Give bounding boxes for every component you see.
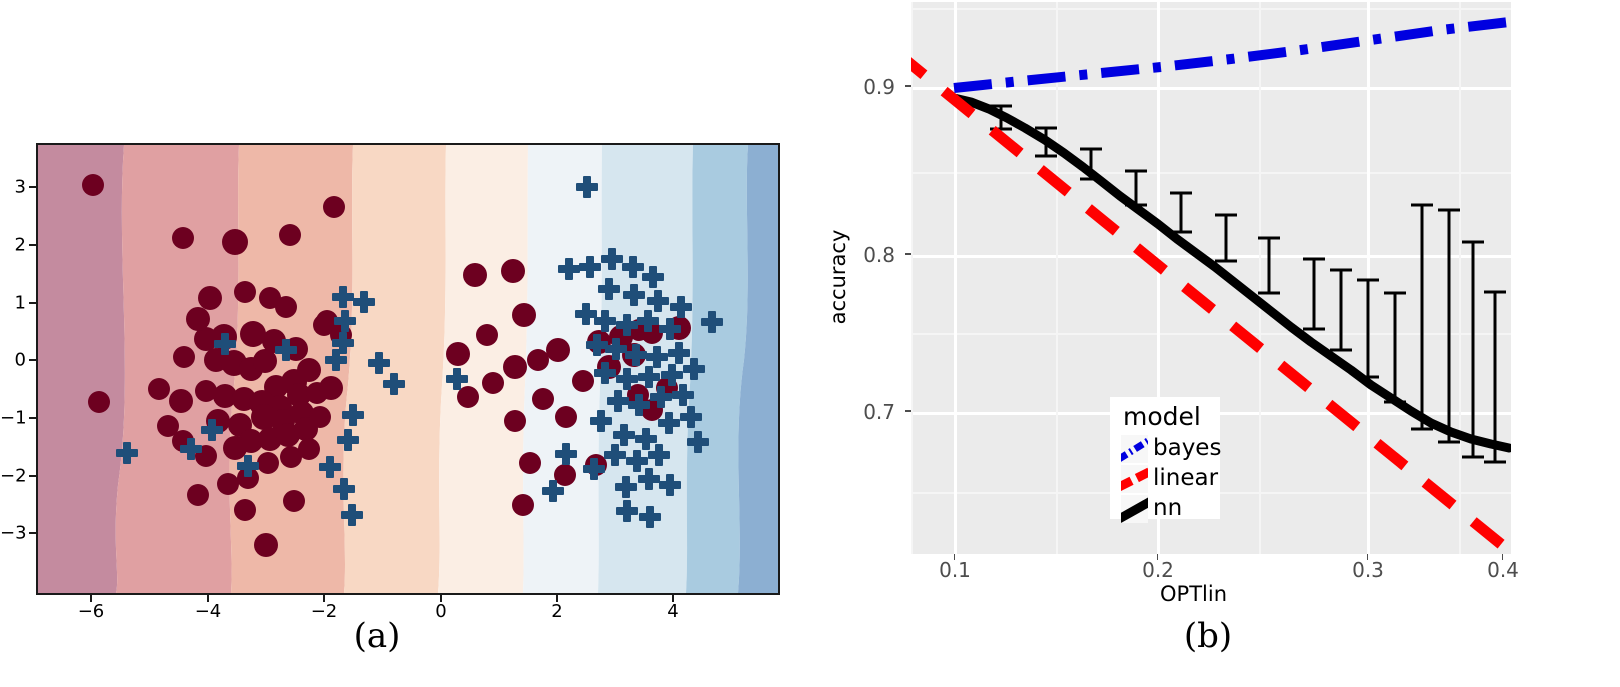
panel-b-xtickmark — [1157, 554, 1158, 560]
panel-b-xtick-0p1: 0.1 — [939, 558, 971, 582]
panel-a-xtick-4: 2 — [551, 601, 563, 622]
series-linear-line — [911, 57, 1511, 554]
panel-b-ytick-0p7: 0.7 — [863, 400, 895, 424]
panel-a-ytickmark — [29, 475, 36, 477]
panel-b-xtick-0p3: 0.3 — [1352, 558, 1384, 582]
panel-a-xtickmark — [207, 595, 209, 602]
panel-a-xtickmark — [90, 595, 92, 602]
legend-label-nn: nn — [1153, 495, 1183, 521]
legend-label-bayes: bayes — [1153, 435, 1222, 461]
panel-b-xtick-0p2: 0.2 — [1142, 558, 1174, 582]
gridline-minor-h — [911, 333, 1511, 335]
gridline-major-h-0p9 — [911, 87, 1511, 90]
panel-a-ytick-5: −2 — [0, 465, 27, 487]
panel-b-xtickmark — [954, 554, 955, 560]
legend-label-linear: linear — [1153, 465, 1219, 491]
gridline-major-v-0p1 — [954, 2, 957, 554]
panel-a-ytickmark — [29, 302, 36, 304]
panel-a-xtick-0: −6 — [77, 601, 105, 622]
panel-a-xtickmark — [323, 595, 325, 602]
panel-a-xtickmark — [672, 595, 674, 602]
legend-key-nn-icon — [1121, 495, 1148, 523]
panel-b-ytickmark — [905, 410, 911, 412]
panel-b-xtickmark — [1502, 554, 1503, 560]
panel-a-ytick-1: 2 — [14, 234, 26, 256]
panel-b-ytick-0p8: 0.8 — [863, 243, 895, 267]
legend-key-bayes-icon — [1121, 435, 1148, 463]
gridline-major-v-0p2 — [1157, 2, 1160, 554]
panel-a-ytick-6: −3 — [0, 522, 27, 544]
panel-b-ytickmark — [905, 85, 911, 87]
legend-key-linear-icon — [1121, 465, 1148, 493]
gridline-major-h-0p8 — [911, 255, 1511, 258]
panel-b-xtickmark — [1367, 554, 1368, 560]
panel-a-xtickmark — [556, 595, 558, 602]
panel-b-xtick-0p4: 0.4 — [1487, 558, 1519, 582]
panel-a-ytick-4: −1 — [0, 407, 27, 429]
panel-a-caption: (a) — [353, 616, 401, 656]
panel-a-xtick-5: 4 — [667, 601, 679, 622]
panel-a-ytickmark — [29, 359, 36, 361]
gridline-minor-h — [911, 8, 1511, 10]
panel-a-xtickmark — [440, 595, 442, 602]
panel-b-ytickmark — [905, 253, 911, 255]
gridline-minor-v — [1459, 2, 1461, 554]
legend-item-bayes[interactable]: bayes — [1121, 435, 1221, 463]
panel-a-ytick-3: 0 — [14, 349, 26, 371]
panel-a-ytickmark — [29, 532, 36, 534]
panel-a-plot-area — [36, 143, 780, 595]
legend-title: model — [1123, 402, 1201, 431]
gridline-minor-h — [911, 172, 1511, 174]
gridline-minor-v — [1259, 2, 1261, 554]
panel-b-yaxis-title: accuracy — [826, 229, 850, 325]
panel-a-ytickmark — [29, 186, 36, 188]
panel-b-accuracy-chart: model bayes linear n — [800, 0, 1620, 687]
chart-legend: model bayes linear n — [1110, 397, 1221, 523]
panel-a-ytick-2: 1 — [14, 292, 26, 314]
panel-a-xtick-3: 0 — [435, 601, 447, 622]
panel-b-caption: (b) — [1183, 616, 1233, 656]
panel-a-ytickmark — [29, 244, 36, 246]
panel-a-ytickmark — [29, 417, 36, 419]
legend-item-nn[interactable]: nn — [1121, 495, 1221, 523]
series-layer — [911, 17, 1511, 554]
panel-a-xtick-1: −4 — [194, 601, 222, 622]
panel-b-xaxis-title: OPTlin — [1160, 582, 1227, 606]
panel-a-ytick-0: 3 — [14, 176, 26, 198]
panel-b-ytick-0p9: 0.9 — [863, 75, 895, 99]
gridline-major-v-0p3 — [1367, 2, 1370, 554]
gridline-minor-v — [911, 2, 913, 554]
panel-b-plot-area: model bayes linear n — [911, 2, 1511, 554]
data-points-layer — [82, 174, 723, 557]
legend-item-linear[interactable]: linear — [1121, 465, 1221, 493]
panel-a-scatter-figure: 3 2 1 0 −1 −2 −3 −6 −4 −2 0 2 4 (a) — [0, 0, 800, 687]
panel-a-xtick-2: −2 — [310, 601, 338, 622]
series-nn-line — [949, 93, 1511, 453]
series-bayes-line — [953, 17, 1510, 93]
gridline-minor-v — [1056, 2, 1058, 554]
